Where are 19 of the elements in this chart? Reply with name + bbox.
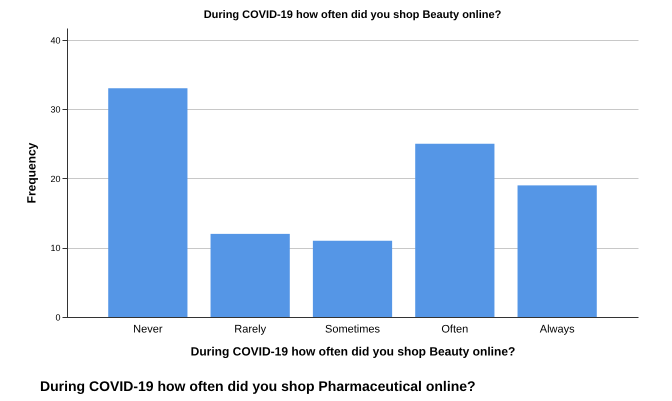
y-tick-label: 10	[50, 243, 60, 254]
y-tick-label: 0	[55, 312, 60, 322]
chart-title: During COVID-19 how often did you shop Beauty online?	[204, 9, 502, 21]
x-tick-label: Rarely	[234, 324, 267, 336]
text: During COVID-19 how often did you shop Pharmaceutical online?	[40, 378, 476, 394]
y-tick-label: 40	[50, 35, 60, 46]
x-axis-title: During COVID-19 how often did you shop Beauty online?	[190, 344, 516, 358]
x-tick-label: Sometimes	[324, 324, 380, 336]
bar	[415, 144, 494, 317]
x-tick-label: Often	[441, 324, 468, 336]
bar	[108, 88, 188, 317]
bar	[210, 234, 290, 317]
x-tick-label: Always	[540, 324, 576, 336]
y-tick-label: 30	[50, 104, 60, 115]
y-tick-label: 20	[50, 174, 60, 184]
y-axis-title: Frequency	[24, 142, 38, 204]
bar	[518, 185, 597, 317]
bar	[312, 240, 392, 317]
x-tick-label: Never	[133, 324, 163, 336]
